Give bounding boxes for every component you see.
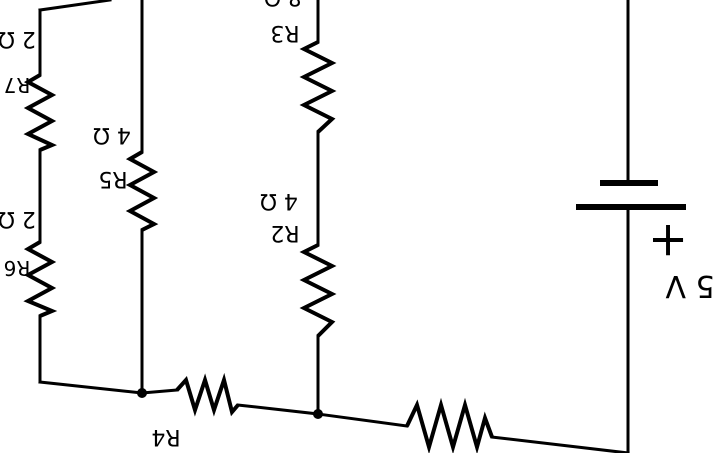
resistor-r2 xyxy=(299,243,337,338)
battery-symbol: + 5 V xyxy=(576,180,715,303)
resistor-bottom-right xyxy=(405,397,494,455)
wires xyxy=(38,0,630,455)
resistor-r4-label: R4 xyxy=(151,424,180,449)
resistor-r5 xyxy=(125,150,159,232)
wire-r4-right xyxy=(236,403,320,416)
wire-bottom-left xyxy=(38,380,144,395)
battery-plus-sign: + xyxy=(648,213,688,269)
resistor-r7 xyxy=(23,73,57,152)
wire-bottom-middle xyxy=(316,412,409,428)
resistor-r5-value: 4 Ω xyxy=(93,122,131,147)
junction-node-left xyxy=(137,388,147,398)
resistor-r3-value: 8 Ω xyxy=(264,0,302,9)
resistor-r3 xyxy=(299,40,337,134)
wire-top-left xyxy=(38,0,112,12)
resistor-r7-value: 2 Ω xyxy=(0,26,36,51)
resistor-r6-value: 2 Ω xyxy=(0,206,36,231)
junction-node-middle xyxy=(313,409,323,419)
resistor-r4 xyxy=(175,372,240,417)
resistor-r7-label: R7 xyxy=(4,73,31,97)
battery-voltage-label: 5 V xyxy=(665,268,715,303)
resistor-r2-label: R2 xyxy=(270,220,299,245)
resistor-r6 xyxy=(23,240,58,318)
resistor-r6-label: R6 xyxy=(4,256,31,280)
resistor-r5-label: R5 xyxy=(98,166,127,191)
wire-r4-left xyxy=(140,388,179,395)
resistor-r3-label: R3 xyxy=(270,20,299,45)
wire-bottom-right xyxy=(490,435,630,455)
resistor-r2-value: 4 Ω xyxy=(260,188,298,213)
